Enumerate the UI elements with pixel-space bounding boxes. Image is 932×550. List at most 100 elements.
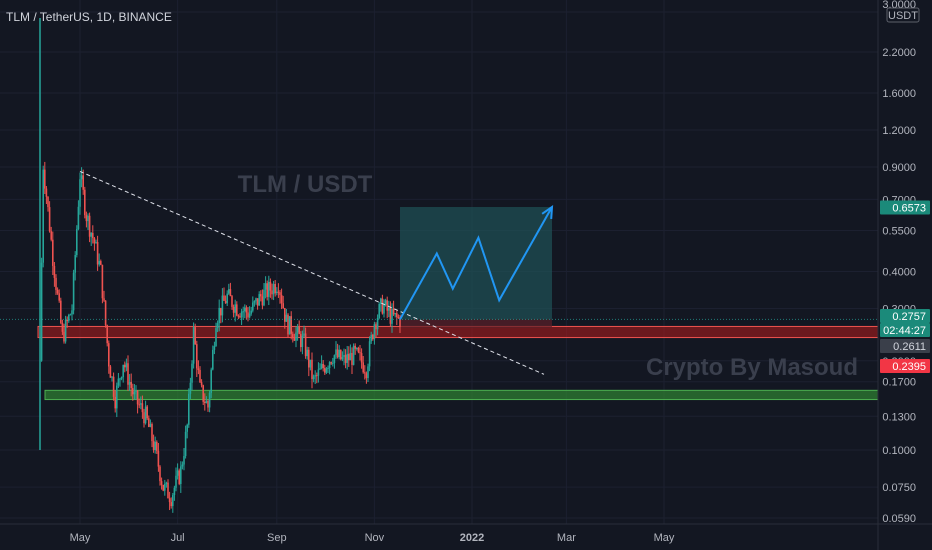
candle-body xyxy=(87,215,89,222)
candle-body xyxy=(327,367,329,369)
candle-body xyxy=(200,382,203,386)
price-tag-box xyxy=(880,309,930,323)
candle-body xyxy=(220,307,222,316)
candle-body xyxy=(229,289,232,297)
candle-body xyxy=(349,353,352,361)
candle-body xyxy=(192,327,195,364)
y-tick-label: 0.1300 xyxy=(882,411,916,423)
candle-body xyxy=(375,324,377,330)
candle-body xyxy=(56,289,59,294)
y-axis-ticks: 2.20001.60001.20000.90000.70000.55000.40… xyxy=(882,0,916,525)
candle-body xyxy=(184,431,187,456)
candle-body xyxy=(84,189,86,216)
candle-body xyxy=(157,450,160,467)
y-axis-panel[interactable] xyxy=(878,0,932,550)
candle-body xyxy=(103,298,105,301)
candle-body xyxy=(247,312,249,318)
y-tick-label: 0.0750 xyxy=(882,482,916,494)
projection-arrowhead xyxy=(541,205,554,220)
candle-body xyxy=(85,215,88,222)
candle-body xyxy=(370,334,372,342)
candle-body xyxy=(72,272,75,311)
candle-body xyxy=(276,291,278,294)
y-tick-label: 0.5500 xyxy=(882,225,916,237)
candle-body xyxy=(316,375,318,377)
candle-body xyxy=(68,315,70,321)
candle-body xyxy=(244,307,246,312)
candle-body xyxy=(224,300,227,304)
support-zone xyxy=(44,389,879,401)
candle-body xyxy=(212,349,214,370)
candle-body xyxy=(112,376,115,397)
candle-body xyxy=(373,324,376,340)
candle-body xyxy=(194,327,196,345)
candle-body xyxy=(285,314,288,322)
candle-body xyxy=(52,239,54,266)
candle-body xyxy=(197,368,200,371)
candle-body xyxy=(236,304,238,316)
candle-body xyxy=(141,403,144,413)
candle-body xyxy=(175,475,177,488)
candle-body xyxy=(101,264,104,299)
candle-body xyxy=(280,294,283,304)
x-tick-label: Jul xyxy=(171,532,185,544)
x-tick-label: Nov xyxy=(365,532,385,544)
candle-body xyxy=(348,353,350,361)
candle-body xyxy=(292,333,294,339)
candle-body xyxy=(88,215,91,237)
candle-body xyxy=(189,382,192,394)
candle-body xyxy=(392,308,395,315)
candle-body xyxy=(325,368,328,373)
symbol-title[interactable]: TLM / TetherUS, 1D, BINANCE xyxy=(6,10,172,24)
candle-body xyxy=(93,238,96,244)
price-tag-box xyxy=(880,359,930,373)
candle-body xyxy=(138,404,140,406)
candle-body xyxy=(391,308,393,324)
candle-body xyxy=(215,328,217,347)
candle-body xyxy=(188,393,190,425)
candle-body xyxy=(341,357,344,360)
candle-body xyxy=(330,362,332,364)
candle-body xyxy=(234,304,236,313)
candle-body xyxy=(380,298,382,304)
candle-body xyxy=(216,323,219,329)
candle-body xyxy=(351,353,353,365)
price-tag-box xyxy=(880,200,930,215)
candle-body xyxy=(320,363,323,369)
candle-body xyxy=(248,313,251,318)
candle-body xyxy=(154,441,156,451)
candle-body xyxy=(228,289,230,294)
candle-body xyxy=(180,466,182,484)
candle-body xyxy=(277,291,280,293)
candle-body xyxy=(181,464,184,467)
candle-body xyxy=(261,296,264,306)
x-axis-panel[interactable] xyxy=(0,524,932,550)
candle-body xyxy=(47,196,49,208)
candle-body xyxy=(140,403,142,405)
price-tag-label: 0.2757 xyxy=(892,311,926,323)
candle-body xyxy=(354,345,356,349)
candle-body xyxy=(119,378,121,380)
y-tick-label: 0.4000 xyxy=(882,267,916,279)
candle-body xyxy=(160,481,163,485)
currency-badge[interactable]: USDT xyxy=(886,7,920,23)
candle-body xyxy=(221,295,224,316)
candle-body xyxy=(164,483,166,491)
candle-body xyxy=(290,316,292,334)
price-tag-box xyxy=(880,323,930,337)
candle-body xyxy=(226,293,228,304)
candle-body xyxy=(362,362,364,373)
candle-body xyxy=(148,418,150,427)
candle-body xyxy=(378,303,380,318)
candle-body xyxy=(55,277,57,290)
candle-body xyxy=(90,232,92,237)
candle-body xyxy=(394,313,396,315)
x-tick-label: Sep xyxy=(267,532,287,544)
candle-body xyxy=(359,352,361,354)
candle-body xyxy=(282,303,284,309)
candle-body xyxy=(100,261,102,265)
candle-body xyxy=(95,242,97,244)
candle-body xyxy=(207,400,209,408)
candle-body xyxy=(223,295,225,301)
